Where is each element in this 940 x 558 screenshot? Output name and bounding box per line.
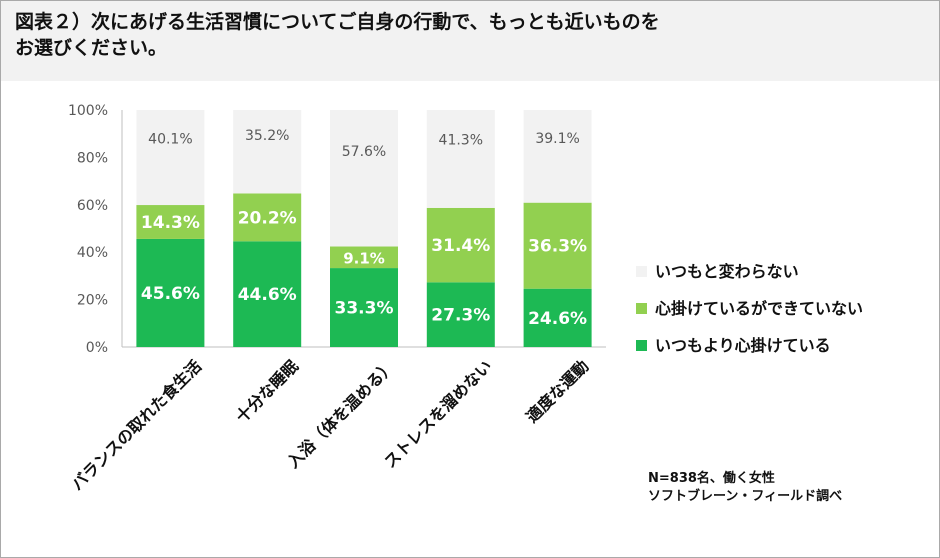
legend-label: いつもと変わらない — [655, 262, 799, 281]
title-banner: 図表２）次にあげる生活習慣についてご自身の行動で、もっとも近いものを お選びくだ… — [1, 1, 939, 81]
data-label: 44.6% — [238, 285, 297, 305]
legend-swatch — [636, 303, 647, 314]
y-tick-label: 100% — [68, 103, 108, 119]
category-label: 入浴（体を温める） — [284, 356, 399, 471]
bar-segment — [330, 246, 398, 269]
bar-segment — [136, 205, 205, 239]
bar-segment — [523, 110, 592, 203]
legend-swatch — [636, 340, 647, 351]
data-label: 9.1% — [343, 249, 385, 267]
data-label: 33.3% — [335, 299, 394, 319]
bar-segment — [523, 202, 592, 289]
y-tick-label: 40% — [77, 245, 108, 261]
category-label: ストレスを溜めない — [380, 356, 495, 471]
data-label: 14.3% — [141, 213, 200, 233]
data-label: 45.6% — [141, 284, 200, 304]
bar-segment — [426, 207, 495, 283]
data-label: 24.6% — [528, 309, 587, 329]
category-label: 適度な運動 — [522, 356, 592, 426]
chart-title: 図表２）次にあげる生活習慣についてご自身の行動で、もっとも近いものを お選びくだ… — [15, 9, 915, 61]
bar-segment — [136, 110, 205, 206]
chart-title-line-2: お選びください。 — [15, 37, 168, 59]
y-tick-label: 20% — [77, 293, 108, 309]
bar-segment — [233, 110, 302, 194]
bar-segment — [330, 110, 398, 247]
legend-label: 心掛けているができていない — [655, 299, 863, 318]
data-label: 31.4% — [431, 236, 490, 256]
data-label: 20.2% — [238, 208, 297, 228]
source-note: N=838名、働く女性 ソフトブレーン・フィールド調べ — [648, 470, 842, 506]
bar-segment — [136, 238, 205, 347]
bar-segment — [330, 268, 398, 347]
data-label: 36.3% — [528, 237, 587, 257]
y-tick-label: 80% — [77, 150, 108, 166]
bar-segment — [426, 110, 495, 208]
bar-segment — [233, 193, 302, 242]
data-label: 40.1% — [148, 132, 192, 148]
bar-segment — [426, 282, 495, 347]
data-label: 35.2% — [245, 128, 289, 144]
chart-title-line-1: 図表２）次にあげる生活習慣についてご自身の行動で、もっとも近いものを — [15, 11, 660, 33]
bar-segment — [233, 241, 302, 347]
data-label: 57.6% — [342, 144, 386, 160]
category-label: バランスの取れた食生活 — [68, 356, 206, 494]
data-label: 39.1% — [535, 131, 579, 147]
source-note-source: ソフトブレーン・フィールド調べ — [648, 489, 843, 504]
y-tick-label: 0% — [86, 340, 108, 356]
data-label: 27.3% — [431, 306, 490, 326]
legend-label: いつもより心掛けている — [655, 336, 831, 355]
category-label: 十分な睡眠 — [232, 356, 302, 426]
bar-segment — [523, 288, 592, 347]
source-note-sample: N=838名、働く女性 — [648, 471, 775, 486]
legend-swatch — [636, 266, 647, 277]
y-tick-label: 60% — [77, 198, 108, 214]
data-label: 41.3% — [439, 132, 483, 148]
